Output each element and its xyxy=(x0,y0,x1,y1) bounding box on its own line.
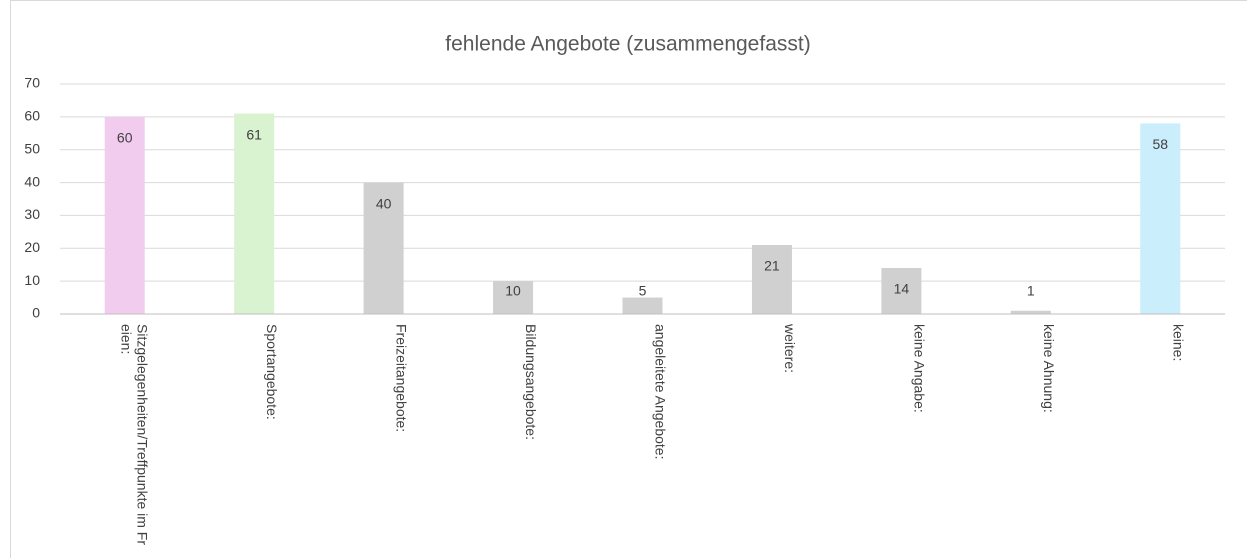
data-label: 14 xyxy=(894,281,910,297)
x-tick-label: keine Ahnung: xyxy=(1040,324,1057,413)
bar xyxy=(751,245,792,314)
bar xyxy=(104,116,145,314)
x-tick-label: Bildungsangebote: xyxy=(523,324,540,440)
y-tick-label: 60 xyxy=(24,108,40,124)
bar xyxy=(622,297,663,314)
x-tick-label: keine Angabe: xyxy=(911,324,928,413)
chart-frame xyxy=(10,0,1247,558)
data-label: 60 xyxy=(117,130,133,146)
bar xyxy=(493,281,534,314)
bar xyxy=(363,182,404,314)
data-label: 21 xyxy=(764,258,780,274)
x-tick-label: weitere: xyxy=(781,324,798,374)
data-label: 10 xyxy=(505,283,521,299)
data-label: 1 xyxy=(1027,283,1035,299)
bar xyxy=(234,113,275,314)
x-tick-label: angeleitete Angebote: xyxy=(652,324,669,460)
x-tick-label: keine: xyxy=(1170,324,1187,362)
data-label: 58 xyxy=(1152,136,1168,152)
data-label: 5 xyxy=(639,283,647,299)
bar xyxy=(1140,123,1181,314)
x-tick-label: Sportangebote: xyxy=(264,324,281,420)
x-tick-label: Sitzgelegenheiten/Treffpunkte im Freien: xyxy=(118,324,151,546)
y-tick-label: 40 xyxy=(24,173,40,189)
y-tick-label: 0 xyxy=(32,305,40,321)
data-label: 61 xyxy=(246,126,262,142)
y-tick-label: 50 xyxy=(24,140,40,156)
y-tick-label: 70 xyxy=(24,75,40,91)
bar xyxy=(881,268,922,314)
y-tick-label: 20 xyxy=(24,239,40,255)
x-tick-label: Freizeitangebote: xyxy=(393,324,410,433)
chart-title: fehlende Angebote (zusammengefasst) xyxy=(445,33,810,56)
y-tick-label: 10 xyxy=(24,272,40,288)
data-label: 40 xyxy=(376,195,392,211)
y-tick-label: 30 xyxy=(24,206,40,222)
bar xyxy=(1010,310,1051,314)
